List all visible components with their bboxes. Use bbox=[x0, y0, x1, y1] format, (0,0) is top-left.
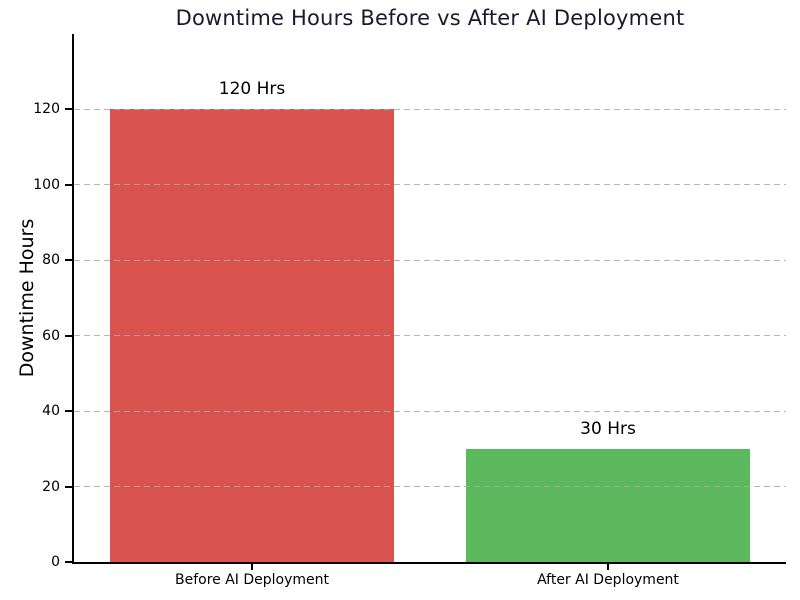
bar-value-label-after-ai-deployment: 30 Hrs bbox=[580, 418, 636, 439]
x-axis-tick-label-after-ai-deployment: After AI Deployment bbox=[537, 572, 679, 588]
x-axis-tick-label-before-ai-deployment: Before AI Deployment bbox=[174, 572, 329, 588]
gridline-80 bbox=[74, 259, 786, 261]
y-axis-tick-60 bbox=[65, 334, 72, 337]
y-axis-tick-20 bbox=[65, 485, 72, 488]
y-axis-tick-0 bbox=[65, 561, 72, 563]
bar-value-label-before-ai-deployment: 120 Hrs bbox=[218, 79, 286, 100]
y-axis-tick-120 bbox=[65, 108, 72, 111]
y-axis-label: Downtime Hours bbox=[16, 218, 38, 378]
y-axis-tick-40 bbox=[65, 410, 72, 413]
x-axis-tick-before-ai-deployment bbox=[251, 564, 253, 570]
y-axis-tick-label-40: 40 bbox=[42, 403, 60, 420]
y-axis-tick-label-60: 60 bbox=[42, 327, 60, 344]
bar-after-ai-deployment bbox=[465, 448, 751, 562]
gridline-120 bbox=[74, 108, 786, 110]
y-axis-tick-label-0: 0 bbox=[51, 554, 60, 570]
x-axis-spine bbox=[72, 562, 786, 564]
gridline-20 bbox=[74, 486, 786, 488]
gridline-40 bbox=[74, 410, 786, 412]
y-axis-tick-label-120: 120 bbox=[33, 101, 60, 118]
chart-title: Downtime Hours Before vs After AI Deploy… bbox=[175, 6, 685, 30]
y-axis-tick-100 bbox=[65, 183, 72, 186]
y-axis-tick-80 bbox=[65, 259, 72, 262]
y-axis-tick-label-20: 20 bbox=[42, 478, 60, 495]
y-axis-spine bbox=[72, 34, 74, 564]
gridline-100 bbox=[74, 184, 786, 186]
plot-area: 120 Hrs Before AI Deployment 30 Hrs After A… bbox=[33, 34, 786, 588]
x-axis-tick-after-ai-deployment bbox=[607, 564, 609, 570]
y-axis-tick-label-80: 80 bbox=[42, 252, 60, 269]
gridline-60 bbox=[74, 335, 786, 337]
y-axis-tick-label-100: 100 bbox=[33, 176, 60, 193]
